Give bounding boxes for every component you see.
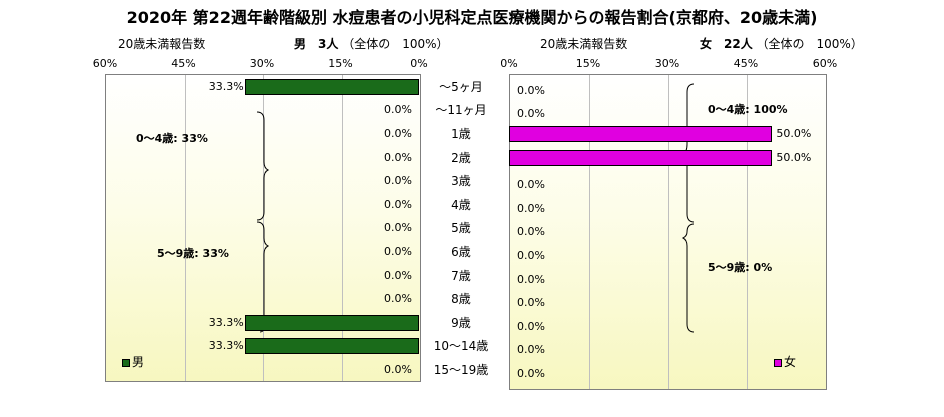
female-bar bbox=[509, 149, 773, 166]
male-value-label: 0.0% bbox=[384, 363, 412, 376]
male-value-label: 0.0% bbox=[384, 103, 412, 117]
age-label: 7歳 bbox=[451, 268, 471, 283]
female-x-tick: 15% bbox=[575, 57, 601, 70]
male-x-tick: 15% bbox=[328, 57, 353, 70]
female-legend-label: 女 bbox=[784, 355, 797, 369]
page-title: 2020年 第22週年齢階級別 水痘患者の小児科定点医療機関からの報告割合(京都… bbox=[126, 8, 818, 27]
age-label: 9歳 bbox=[451, 315, 471, 330]
male-value-label: 0.0% bbox=[384, 150, 412, 164]
age-label: ～11ヶ月 bbox=[435, 103, 487, 118]
female-bar bbox=[509, 126, 773, 142]
female-x-tick: 45% bbox=[733, 57, 759, 70]
male-value-label: 0.0% bbox=[384, 197, 412, 211]
male-count-summary: 男 3人 （全体の 100%） bbox=[294, 35, 449, 52]
female-legend-swatch bbox=[774, 358, 782, 367]
female-share: （全体の 100%） bbox=[756, 37, 863, 51]
male-value-label: 0.0% bbox=[384, 292, 412, 306]
female-value-label: 0.0% bbox=[517, 201, 545, 215]
female-gridline bbox=[747, 75, 748, 389]
male-group-label-0-4: 0～4歳: 33% bbox=[136, 132, 208, 145]
male-value-label: 0.0% bbox=[384, 268, 412, 282]
female-bracket bbox=[681, 83, 695, 333]
age-label: 3歳 bbox=[451, 174, 471, 189]
female-value-label: 50.0% bbox=[776, 150, 812, 164]
female-value-label: 0.0% bbox=[517, 225, 545, 239]
male-x-tick: 30% bbox=[249, 57, 275, 70]
female-value-label: 0.0% bbox=[517, 178, 545, 192]
female-value-label: 0.0% bbox=[517, 319, 545, 333]
age-label: 15～19歳 bbox=[433, 363, 489, 377]
male-bar bbox=[244, 338, 419, 355]
female-value-label: 0.0% bbox=[517, 296, 545, 310]
age-label: 2歳 bbox=[451, 150, 471, 165]
male-x-tick: 60% bbox=[92, 57, 118, 70]
age-label: ～5ヶ月 bbox=[439, 79, 483, 94]
female-group-label-0-4: 0～4歳: 100% bbox=[708, 103, 788, 116]
female-count-summary: 女 22人 （全体の 100%） bbox=[700, 35, 863, 52]
male-gridline bbox=[184, 75, 186, 381]
female-value-label: 0.0% bbox=[517, 83, 545, 97]
female-gridline bbox=[668, 75, 669, 389]
female-x-tick: 30% bbox=[654, 57, 680, 70]
female-count: 女 22人 bbox=[700, 37, 753, 51]
female-value-label: 0.0% bbox=[517, 272, 545, 286]
male-gridline bbox=[341, 75, 343, 381]
male-value-label: 0.0% bbox=[384, 127, 412, 140]
male-bar bbox=[244, 314, 419, 331]
female-group-label-5-9: 5～9歳: 0% bbox=[708, 261, 773, 274]
male-count-caption: 20歳未満報告数 bbox=[118, 37, 206, 51]
female-gridline bbox=[589, 75, 590, 389]
female-value-label: 50.0% bbox=[776, 127, 812, 140]
male-value-label: 0.0% bbox=[384, 245, 412, 258]
male-value-label: 33.3% bbox=[208, 339, 244, 353]
male-share: （全体の 100%） bbox=[342, 37, 449, 51]
male-value-label: 0.0% bbox=[384, 221, 412, 235]
male-value-label: 33.3% bbox=[208, 315, 244, 329]
age-label: 5歳 bbox=[451, 221, 471, 236]
age-label: 6歳 bbox=[451, 245, 471, 259]
male-bracket bbox=[256, 111, 270, 333]
female-value-label: 0.0% bbox=[517, 107, 545, 121]
male-x-tick: 45% bbox=[171, 57, 196, 70]
male-legend: 男 bbox=[122, 353, 144, 370]
female-value-label: 0.0% bbox=[517, 343, 545, 357]
female-count-caption: 20歳未満報告数 bbox=[540, 37, 628, 51]
age-label: 8歳 bbox=[451, 292, 471, 307]
age-label: 10～14歳 bbox=[433, 339, 489, 354]
age-label: 4歳 bbox=[451, 197, 471, 212]
male-x-tick: 0% bbox=[410, 57, 428, 70]
male-group-label-5-9: 5～9歳: 33% bbox=[157, 247, 229, 260]
male-value-label: 0.0% bbox=[384, 174, 412, 188]
female-legend: 女 bbox=[774, 353, 796, 370]
age-label: 1歳 bbox=[451, 127, 471, 141]
male-count: 男 3人 bbox=[294, 37, 339, 51]
female-value-label: 0.0% bbox=[517, 249, 545, 262]
male-bar bbox=[244, 78, 419, 95]
female-plot-area bbox=[509, 74, 827, 390]
male-legend-swatch bbox=[122, 358, 130, 367]
male-legend-label: 男 bbox=[132, 355, 145, 369]
female-x-tick: 60% bbox=[812, 57, 838, 70]
female-x-tick: 0% bbox=[500, 57, 518, 70]
female-value-label: 0.0% bbox=[517, 367, 545, 380]
male-value-label: 33.3% bbox=[208, 79, 244, 93]
